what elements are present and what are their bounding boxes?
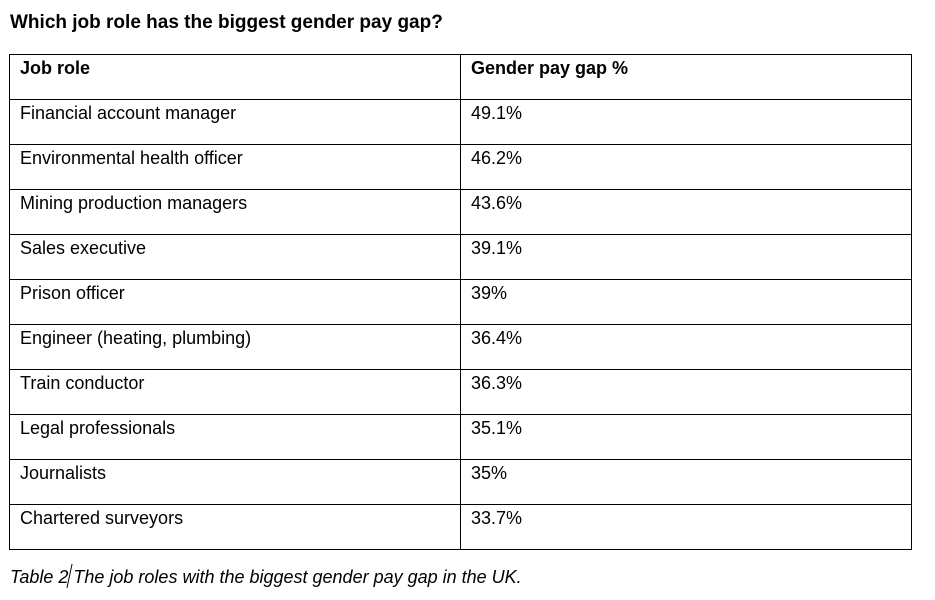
column-header-pay-gap: Gender pay gap % (460, 54, 912, 100)
job-role-cell: Financial account manager (9, 99, 461, 145)
caption-label: Table 2 (10, 567, 69, 587)
pay-gap-cell: 39.1% (460, 234, 912, 280)
pay-gap-cell: 35% (460, 459, 912, 505)
table-row: Financial account manager 49.1% (9, 99, 912, 145)
pay-gap-cell: 46.2% (460, 144, 912, 190)
table-caption: Table 2 The job roles with the biggest ge… (10, 564, 522, 588)
pay-gap-cell: 36.4% (460, 324, 912, 370)
page-title: Which job role has the biggest gender pa… (10, 12, 443, 33)
table-row: Train conductor 36.3% (9, 369, 912, 415)
table-row: Legal professionals 35.1% (9, 414, 912, 460)
table-header-row: Job role Gender pay gap % (9, 54, 912, 100)
table-row: Engineer (heating, plumbing) 36.4% (9, 324, 912, 370)
pay-gap-cell: 39% (460, 279, 912, 325)
pay-gap-cell: 36.3% (460, 369, 912, 415)
column-header-job-role: Job role (9, 54, 461, 100)
pay-gap-cell: 35.1% (460, 414, 912, 460)
table-row: Journalists 35% (9, 459, 912, 505)
job-role-cell: Mining production managers (9, 189, 461, 235)
pay-gap-cell: 33.7% (460, 504, 912, 550)
table-row: Chartered surveyors 33.7% (9, 504, 912, 550)
table-row: Sales executive 39.1% (9, 234, 912, 280)
job-role-cell: Engineer (heating, plumbing) (9, 324, 461, 370)
job-role-cell: Environmental health officer (9, 144, 461, 190)
table-row: Mining production managers 43.6% (9, 189, 912, 235)
job-role-cell: Legal professionals (9, 414, 461, 460)
job-role-cell: Journalists (9, 459, 461, 505)
caption-text: The job roles with the biggest gender pa… (73, 567, 522, 587)
job-role-cell: Sales executive (9, 234, 461, 280)
pay-gap-table: Job role Gender pay gap % Financial acco… (9, 54, 912, 550)
pay-gap-cell: 43.6% (460, 189, 912, 235)
pay-gap-cell: 49.1% (460, 99, 912, 145)
job-role-cell: Chartered surveyors (9, 504, 461, 550)
job-role-cell: Train conductor (9, 369, 461, 415)
job-role-cell: Prison officer (9, 279, 461, 325)
table-row: Environmental health officer 46.2% (9, 144, 912, 190)
table-row: Prison officer 39% (9, 279, 912, 325)
